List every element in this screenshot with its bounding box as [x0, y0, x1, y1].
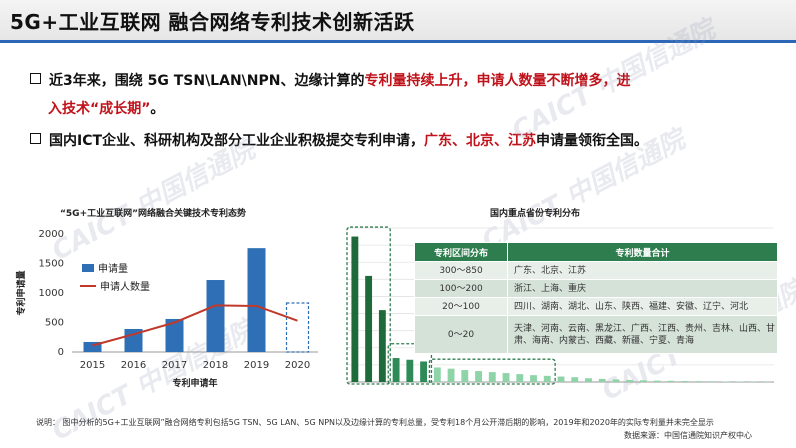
bar-3: [393, 358, 400, 382]
table-row: 300～850 广东、北京、江苏: [415, 262, 778, 280]
table-header-range: 专利区间分布: [415, 243, 508, 262]
bar-18: [599, 379, 606, 382]
table-row: 100～200 浙江、上海、重庆: [415, 280, 778, 298]
bullet-1-text: 近3年来，围绕 5G TSN\LAN\NPN、边缘计算的: [49, 73, 364, 89]
table-row: 20～100 四川、湖南、湖北、山东、陕西、福建、安徽、辽宁、河北: [415, 298, 778, 316]
bar-12: [516, 374, 523, 382]
bullet-2-text-end: 申请量领衔全国。: [536, 133, 648, 149]
bar-15: [558, 377, 565, 382]
left-chart: 0 500 1000 1500 2000 专利申请量 2015 2016 2017 2018 201…: [0, 216, 340, 396]
line-series-applicants: [93, 305, 298, 345]
bar-19: [613, 379, 620, 382]
page-title: 5G+工业互联网 融合网络专利技术创新活跃: [10, 6, 415, 35]
dashed-highlight-2020: [287, 303, 309, 352]
x-tick-label: 2020: [285, 360, 310, 371]
bar-28: [736, 381, 743, 382]
bar-1: [365, 276, 372, 382]
title-divider: [0, 40, 796, 43]
legend-label-bar: 申请量: [98, 262, 128, 275]
bar-2018: [207, 280, 225, 352]
bullet-box-icon: [30, 133, 41, 144]
bar-23: [668, 381, 675, 382]
y-tick-label: 1500: [39, 259, 64, 270]
table-cell-range: 0～20: [415, 316, 508, 354]
y-tick-label: 0: [58, 347, 64, 358]
bar-10: [489, 372, 496, 382]
bullet-2: 国内ICT企业、科研机构及部分工业企业积极提交专利申请，广东、北京、江苏申请量领…: [30, 130, 648, 150]
bullet-2-text: 国内ICT企业、科研机构及部分工业企业积极提交专利申请，: [49, 133, 424, 149]
table-cell-range: 300～850: [415, 262, 508, 280]
x-tick-label: 2016: [121, 360, 146, 371]
bullet-1-end: 。: [150, 101, 164, 117]
bar-6: [434, 367, 441, 382]
bar-20: [626, 380, 633, 382]
table-cell-provinces: 四川、湖南、湖北、山东、陕西、福建、安徽、辽宁、河北: [508, 298, 778, 316]
x-axis-label: 专利申请年: [172, 377, 217, 389]
table-cell-provinces: 广东、北京、江苏: [508, 262, 778, 280]
bullet-1-continued: 入技术“成长期”。: [48, 98, 164, 118]
bar-2: [379, 310, 386, 382]
bar-8: [461, 370, 468, 382]
province-table: 专利区间分布 专利数量合计 300～850 广东、北京、江苏 100～200 浙…: [414, 242, 778, 354]
bar-14: [544, 376, 551, 382]
bar-4: [406, 360, 413, 382]
y-tick-label: 1000: [39, 288, 64, 299]
bar-13: [530, 375, 537, 382]
bullet-1: 近3年来，围绕 5G TSN\LAN\NPN、边缘计算的专利量持续上升，申请人数…: [30, 70, 630, 90]
table-header-provinces: 专利数量合计: [508, 243, 778, 262]
bar-5: [420, 361, 427, 382]
bar-22: [654, 381, 661, 382]
bar-0: [351, 237, 358, 382]
bar-11: [503, 373, 510, 382]
table-cell-range: 100～200: [415, 280, 508, 298]
table-cell-provinces: 浙江、上海、重庆: [508, 280, 778, 298]
table-cell-range: 20～100: [415, 298, 508, 316]
bar-17: [585, 378, 592, 382]
bullet-2-highlight: 广东、北京、江苏: [424, 133, 536, 149]
y-axis-label: 专利申请量: [15, 270, 27, 315]
x-tick-label: 2019: [244, 360, 269, 371]
bar-27: [722, 381, 729, 382]
table-cell-provinces: 天津、河南、云南、黑龙江、广西、江西、贵州、吉林、山西、甘肃、海南、内蒙古、西藏…: [508, 316, 778, 354]
bar-24: [681, 381, 688, 382]
bar-25: [695, 381, 702, 382]
bullet-1-highlight-2: 入技术“成长期”: [48, 101, 150, 117]
bar-21: [640, 380, 647, 382]
footnote: 说明： 图中分析的5G+工业互联网”融合网络专利包括5G TSN、5G LAN、…: [36, 417, 714, 428]
x-tick-label: 2018: [203, 360, 228, 371]
bar-9: [475, 371, 482, 382]
y-tick-label: 500: [45, 318, 64, 329]
bullet-box-icon: [30, 73, 41, 84]
legend-label-line: 申请人数量: [100, 280, 150, 293]
bullet-1-highlight: 专利量持续上升，申请人数量不断增多，进: [364, 73, 630, 89]
x-tick-label: 2017: [162, 360, 187, 371]
table-row: 0～20 天津、河南、云南、黑龙江、广西、江西、贵州、吉林、山西、甘肃、海南、内…: [415, 316, 778, 354]
bar-2019: [248, 248, 266, 352]
bar-7: [448, 369, 455, 382]
y-tick-label: 2000: [39, 229, 64, 240]
data-source: 数据来源：中国信通院知识产权中心: [624, 430, 752, 441]
bar-26: [709, 381, 716, 382]
legend-swatch-bar: [82, 264, 94, 272]
bar-16: [571, 377, 578, 382]
title-bar: 5G+工业互联网 融合网络专利技术创新活跃: [0, 0, 796, 40]
x-tick-label: 2015: [80, 360, 105, 371]
